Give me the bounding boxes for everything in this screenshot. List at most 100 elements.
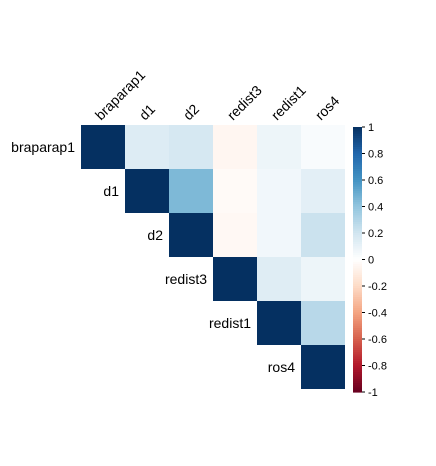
- colorbar-segment: [353, 325, 362, 329]
- colorbar-tick-label: -0.6: [368, 334, 387, 346]
- colorbar-segment: [353, 155, 362, 159]
- colorbar-segment: [353, 166, 362, 170]
- colorbar-segment: [353, 286, 362, 289]
- colorbar-segment: [353, 244, 362, 247]
- colorbar-segment: [353, 303, 362, 307]
- colorbar-segment: [353, 206, 362, 210]
- colorbar-segment: [353, 221, 362, 225]
- colorbar-segment: [353, 288, 362, 292]
- cell-redist3-redist3: [213, 257, 257, 301]
- colorbar-segment: [353, 283, 362, 287]
- colorbar-segment: [353, 226, 362, 230]
- colorbar-segment: [353, 341, 362, 345]
- colorbar-segment: [353, 182, 362, 186]
- colorbar-segment: [353, 376, 362, 380]
- colorbar-tick-label: 0.2: [368, 228, 383, 240]
- row-label-ros4: ros4: [268, 359, 295, 375]
- colorbar-segment: [353, 250, 362, 254]
- colorbar-segment: [353, 389, 362, 393]
- colorbar-segment: [353, 323, 362, 327]
- colorbar-segment: [353, 367, 362, 371]
- colorbar-segment: [353, 168, 362, 172]
- colorbar-segment: [353, 135, 362, 139]
- colorbar-segment: [353, 261, 362, 265]
- colorbar-segment: [353, 314, 362, 318]
- colorbar-segment: [353, 290, 362, 294]
- colorbar-segment: [353, 332, 362, 336]
- colorbar-segment: [353, 343, 362, 347]
- colorbar-segment: [353, 361, 362, 364]
- colorbar: 1 0.8 0.6 0.4 0.2 0 -0.2 -0.4 -0.6 -0.8 -1: [353, 122, 387, 399]
- colorbar-segment: [353, 321, 362, 325]
- column-label-redist1: redist1: [268, 82, 309, 123]
- colorbar-segment: [353, 219, 362, 223]
- colorbar-segment: [353, 319, 362, 322]
- colorbar-segment: [353, 272, 362, 276]
- cell-d1-redist1: [257, 169, 301, 213]
- colorbar-segment: [353, 230, 362, 234]
- colorbar-tick-label: 1: [368, 122, 374, 134]
- cell-d1-ros4: [301, 169, 345, 213]
- colorbar-segment: [353, 133, 362, 137]
- colorbar-segment: [353, 274, 362, 278]
- colorbar-segment: [353, 149, 362, 152]
- colorbar-segment: [353, 197, 362, 201]
- cell-d2-d2: [169, 213, 213, 257]
- cell-d1-d2: [169, 169, 213, 213]
- colorbar-segment: [353, 195, 362, 199]
- colorbar-segment: [353, 127, 362, 130]
- row-label-redist3: redist3: [165, 271, 207, 287]
- colorbar-segment: [353, 339, 362, 342]
- colorbar-tick-label: 0: [368, 255, 374, 267]
- colorbar-segment: [353, 255, 362, 258]
- colorbar-tick-label: -0.8: [368, 361, 387, 373]
- colorbar-segment: [353, 316, 362, 320]
- colorbar-segment: [353, 146, 362, 150]
- cell-braparap1-ros4: [301, 125, 345, 169]
- colorbar-segment: [353, 352, 362, 356]
- colorbar-segment: [353, 129, 362, 133]
- colorbar-segment: [353, 188, 362, 192]
- colorbar-segment: [353, 387, 362, 391]
- column-label-d1: d1: [136, 101, 158, 123]
- colorbar-segment: [353, 217, 362, 221]
- row-label-braparap1: braparap1: [11, 139, 75, 155]
- column-label-ros4: ros4: [312, 92, 343, 123]
- colorbar-tick-label: 0.8: [368, 149, 383, 161]
- colorbar-segment: [353, 354, 362, 358]
- colorbar-segment: [353, 277, 362, 280]
- colorbar-segment: [353, 199, 362, 203]
- colorbar-segment: [353, 193, 362, 197]
- colorbar-segment: [353, 334, 362, 338]
- colorbar-segment: [353, 305, 362, 309]
- colorbar-segment: [353, 294, 362, 298]
- row-labels: braparap1 d1 d2 redist3 redist1 ros4: [11, 139, 295, 375]
- colorbar-segment: [353, 233, 362, 236]
- colorbar-segment: [353, 237, 362, 241]
- colorbar-segment: [353, 177, 362, 181]
- colorbar-segment: [353, 365, 362, 369]
- colorbar-segment: [353, 184, 362, 188]
- cell-d1-d1: [125, 169, 169, 213]
- cell-d2-redist1: [257, 213, 301, 257]
- column-label-d2: d2: [180, 101, 202, 123]
- colorbar-segment: [353, 299, 362, 303]
- colorbar-segment: [353, 327, 362, 331]
- colorbar-segment: [353, 301, 362, 305]
- colorbar-segment: [353, 257, 362, 261]
- colorbar-segment: [353, 350, 362, 353]
- cell-braparap1-d1: [125, 125, 169, 169]
- colorbar-segment: [353, 241, 362, 245]
- cell-d2-redist3: [213, 213, 257, 257]
- colorbar-segment: [353, 144, 362, 148]
- cell-braparap1-braparap1: [81, 125, 125, 169]
- colorbar-segment: [353, 281, 362, 285]
- colorbar-segment: [353, 345, 362, 349]
- column-label-redist3: redist3: [224, 82, 265, 123]
- colorbar-segment: [353, 215, 362, 219]
- colorbar-segment: [353, 385, 362, 389]
- colorbar-segment: [353, 374, 362, 378]
- colorbar-segment: [353, 378, 362, 382]
- colorbar-segment: [353, 235, 362, 239]
- colorbar-segment: [353, 363, 362, 367]
